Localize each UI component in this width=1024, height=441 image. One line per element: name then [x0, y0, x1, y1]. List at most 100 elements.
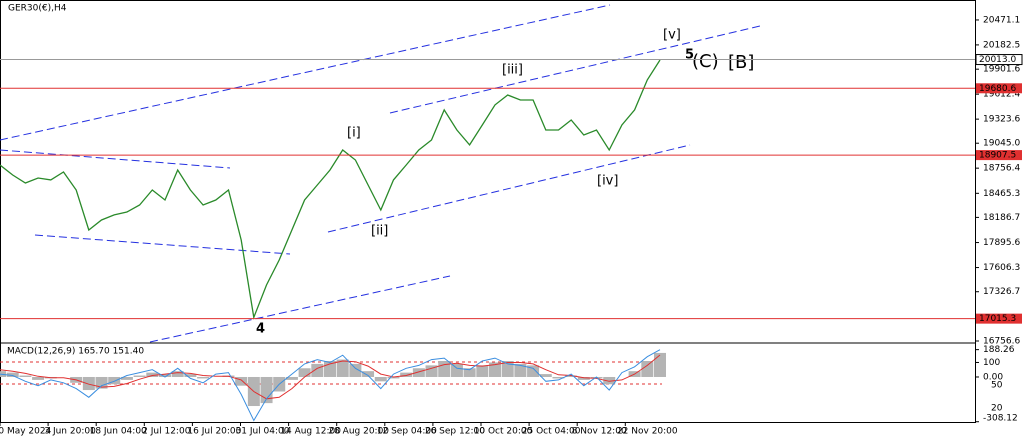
macd-bar [298, 368, 311, 377]
level-tag-label: 17015.3 [979, 314, 1016, 324]
trendline [34, 234, 291, 255]
x-tick-label: 8 Nov 12:00 [572, 427, 627, 437]
wave-label: 5 [685, 48, 694, 63]
y-tick-label: 19901.6 [983, 65, 1020, 75]
macd-bar [489, 362, 501, 377]
macd-bar [476, 365, 489, 377]
y-tick-label: 16756.6 [983, 336, 1020, 346]
x-tick-label: 31 Jul 04:00 [236, 427, 290, 437]
wave-label: [v] [663, 28, 681, 43]
macd-bar [501, 361, 514, 377]
macd-bar [6, 372, 19, 377]
wave-label: [iv] [597, 174, 618, 189]
trendline [0, 149, 231, 169]
macd-bar [425, 365, 438, 377]
price-line [0, 59, 661, 320]
y-tick-label: 17606.3 [983, 263, 1020, 273]
x-tick-label: 12 Sep 04:00 [377, 427, 437, 437]
x-tick-label: 28 Aug 20:00 [328, 427, 389, 437]
wave-label: [ii] [371, 224, 388, 239]
macd-level-label: 20 [991, 404, 1003, 414]
y-tick-label: 19323.6 [983, 115, 1020, 125]
macd-bar [95, 376, 108, 389]
trendline [327, 144, 691, 233]
x-tick-label: 25 Oct 04:00 [522, 427, 581, 437]
chart-title: GER30(€),H4 [8, 4, 67, 14]
y-tick-label: 19045.0 [983, 139, 1020, 149]
macd-bar [565, 375, 578, 377]
macd-bar [412, 368, 425, 377]
wave-label: [iii] [502, 63, 523, 78]
level-tag-label: 18907.5 [979, 151, 1016, 161]
macd-bar [539, 374, 552, 377]
macd-bar [82, 376, 95, 391]
level-tag [976, 83, 1022, 94]
macd-bar [235, 376, 248, 386]
macd-bar [463, 368, 476, 377]
macd-tick-label: -308.12 [983, 414, 1018, 424]
macd-bar [32, 376, 45, 380]
wave-label: 4 [256, 322, 265, 337]
macd-bar [108, 376, 121, 385]
macd-bar [19, 375, 32, 377]
macd-tick-label: 0.00 [983, 372, 1003, 382]
x-tick-label: 26 Sep 12:00 [425, 427, 485, 437]
x-tick-label: 3 Jun 20:00 [44, 427, 96, 437]
macd-bar [184, 374, 197, 377]
x-tick-label: 2 Jul 12:00 [142, 427, 191, 437]
level-tag [976, 150, 1022, 161]
macd-bar [577, 376, 590, 380]
macd-level-label: 50 [991, 381, 1003, 391]
macd-bar [285, 376, 298, 380]
macd-bar [349, 363, 362, 377]
x-tick-label: 14 Aug 12:00 [280, 427, 341, 437]
macd-bar [197, 376, 210, 379]
level-tag-label: 19680.6 [979, 84, 1016, 94]
x-tick-label: 22 Nov 20:00 [617, 427, 678, 437]
wave-label: [B] [728, 52, 754, 73]
macd-bar [400, 372, 413, 377]
x-tick-label: 10 Oct 20:00 [474, 427, 533, 437]
macd-line [0, 349, 661, 422]
macd-bar [387, 376, 400, 379]
macd-line [0, 354, 661, 400]
macd-bar [374, 376, 387, 382]
x-tick-label: 18 Jun 04:00 [90, 427, 147, 437]
macd-bar [603, 376, 616, 385]
y-tick-label: 18465.3 [983, 189, 1020, 199]
macd-bar [133, 375, 146, 377]
macd-bar [527, 365, 540, 377]
plot-frame [0, 0, 976, 423]
macd-bar [641, 361, 654, 377]
macd-bar [514, 363, 527, 377]
macd-bar [336, 359, 349, 377]
trendline [149, 275, 451, 343]
y-tick-label: 17326.7 [983, 287, 1020, 297]
last-price-label: 20013.0 [979, 55, 1016, 65]
macd-bar [171, 371, 184, 377]
x-tick-label: 16 Jul 20:00 [187, 427, 241, 437]
wave-label: [i] [347, 126, 361, 141]
wave-label: (C) [692, 51, 719, 72]
macd-bar [438, 361, 451, 377]
macd-bar [146, 372, 159, 377]
macd-bar [654, 352, 666, 377]
trendline [389, 25, 761, 114]
last-price-tag [975, 54, 1023, 66]
macd-label: MACD(12,26,9) 165.70 151.40 [7, 347, 144, 357]
macd-bar [120, 376, 133, 380]
macd-bar [450, 363, 463, 377]
y-tick-label: 17895.6 [983, 238, 1020, 248]
macd-tick-label: 188.26 [983, 345, 1015, 355]
trendline [0, 4, 611, 141]
macd-bar [552, 376, 565, 379]
y-tick-label: 20471.1 [983, 15, 1020, 25]
macd-bar [159, 374, 171, 377]
y-tick-label: 18756.4 [983, 164, 1020, 174]
y-tick-label: 18186.7 [983, 213, 1020, 223]
level-tag [976, 313, 1022, 324]
macd-bar [311, 363, 324, 377]
macd-bar [362, 371, 375, 377]
trendlines [0, 4, 761, 343]
